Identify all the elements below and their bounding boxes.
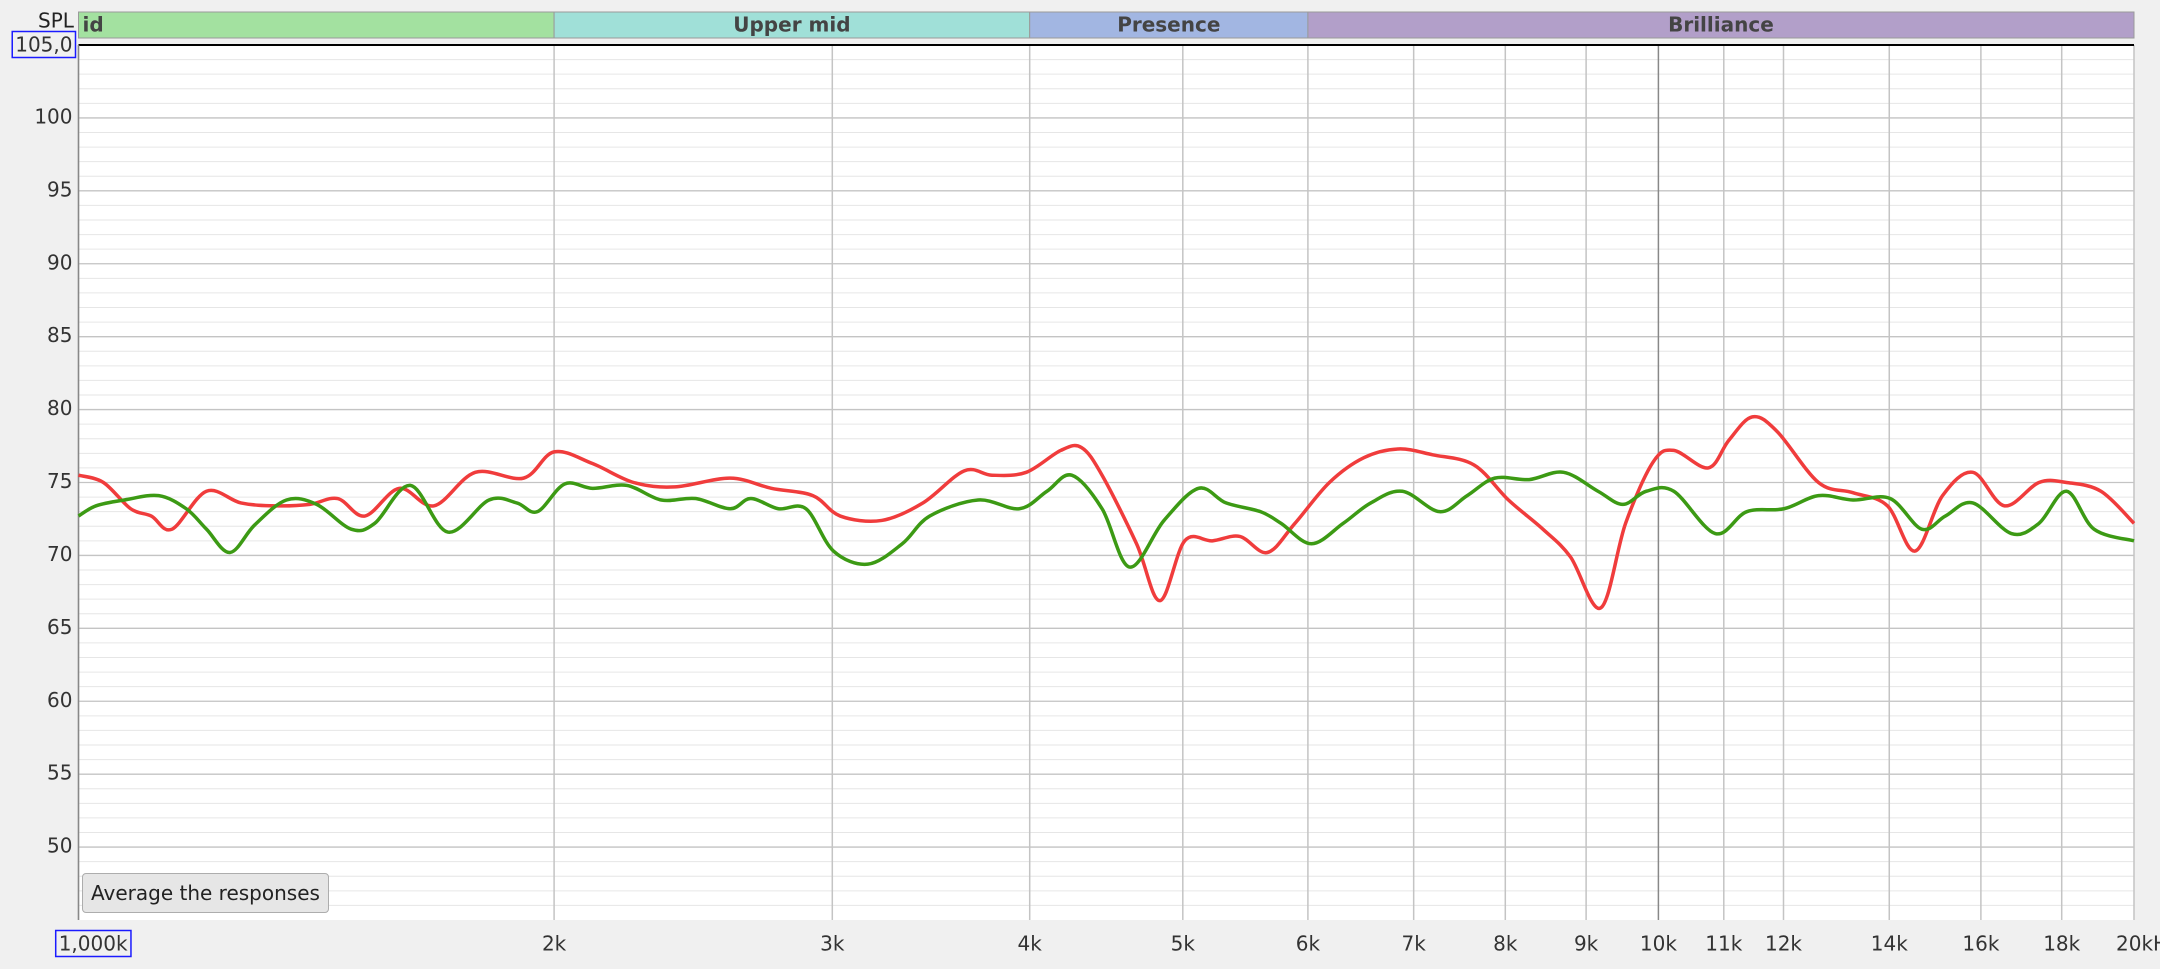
band-label: id	[83, 13, 104, 37]
series-line	[77, 470, 2135, 569]
y-tick-label: 100	[34, 104, 72, 128]
y-tick-label: 105,0	[15, 33, 72, 57]
x-tick-label: 8k	[1493, 932, 1518, 956]
x-tick-label: 11k	[1705, 932, 1742, 956]
series-line	[78, 414, 2136, 610]
y-tick-label: 70	[47, 542, 72, 566]
x-tick-label: 10k	[1640, 932, 1677, 956]
band-label: Upper mid	[733, 13, 850, 37]
x-tick-label: 6k	[1296, 932, 1321, 956]
y-tick-label: 60	[47, 688, 72, 712]
band	[1029, 11, 1309, 39]
y-tick-label: 55	[47, 761, 72, 785]
y-axis-label: SPL	[38, 9, 75, 33]
band	[78, 11, 555, 39]
band	[1307, 11, 2135, 39]
band-label: Brilliance	[1668, 13, 1774, 37]
x-tick-label: 1,000k	[59, 932, 128, 956]
y-tick-label: 50	[47, 834, 72, 858]
x-tick-label: 20kHz	[2116, 932, 2160, 956]
x-tick-label: 7k	[1402, 932, 1427, 956]
x-tick-label: 5k	[1171, 932, 1196, 956]
x-tick-label: 16k	[1962, 932, 1999, 956]
y-tick-label: 90	[47, 250, 72, 274]
x-tick-label: 18k	[2043, 932, 2080, 956]
y-tick-label: 85	[47, 323, 72, 347]
y-limit-box	[11, 30, 77, 59]
y-tick-label: 80	[47, 396, 72, 420]
x-tick-label: 3k	[820, 932, 845, 956]
y-tick-label: 65	[47, 615, 72, 639]
x-limit-box	[54, 929, 132, 958]
x-tick-label: 4k	[1018, 932, 1043, 956]
x-tick-label: 9k	[1574, 932, 1599, 956]
x-tick-label: 12k	[1765, 932, 1802, 956]
x-tick-label: 2k	[542, 932, 567, 956]
band-label: Presence	[1117, 13, 1220, 37]
average-button[interactable]: Average the responses	[82, 873, 329, 913]
y-tick-label: 95	[47, 177, 72, 201]
x-tick-label: 14k	[1871, 932, 1908, 956]
y-tick-label: 75	[47, 469, 72, 493]
